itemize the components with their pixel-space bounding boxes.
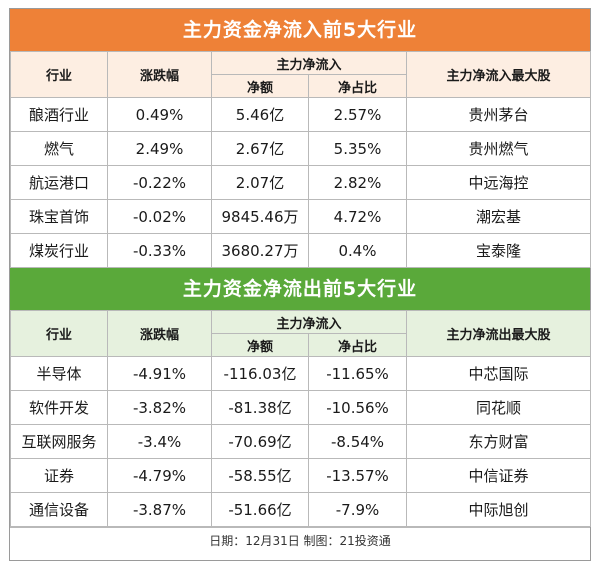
change-cell: -3.87% [107, 492, 212, 527]
change-cell: -0.02% [107, 199, 212, 234]
footer-caption: 日期：12月31日 制图：21投资通 [10, 527, 590, 554]
outflow-header-industry: 行业 [10, 310, 108, 357]
outflow-header-ratio: 净占比 [307, 333, 408, 357]
change-cell: -3.82% [107, 390, 212, 425]
stock-cell: 潮宏基 [406, 199, 592, 234]
table-row: 煤炭行业 -0.33% 3680.27万 0.4% 宝泰隆 [10, 233, 592, 268]
industry-cell: 燃气 [10, 131, 108, 166]
table-row: 燃气 2.49% 2.67亿 5.35% 贵州燃气 [10, 131, 592, 166]
amount-cell: 3680.27万 [211, 233, 309, 268]
ratio-cell: -11.65% [307, 356, 408, 391]
industry-cell: 煤炭行业 [10, 233, 108, 268]
stock-cell: 中芯国际 [406, 356, 592, 391]
stock-cell: 中际旭创 [406, 492, 592, 527]
stock-cell: 宝泰隆 [406, 233, 592, 268]
amount-cell: -70.69亿 [211, 424, 309, 459]
stock-cell: 东方财富 [406, 424, 592, 459]
outflow-header-amount: 净额 [211, 333, 309, 357]
table-row: 证券 -4.79% -58.55亿 -13.57% 中信证券 [10, 458, 592, 493]
industry-cell: 航运港口 [10, 165, 108, 200]
change-cell: -0.33% [107, 233, 212, 268]
outflow-table: 行业 涨跌幅 主力净流入 主力净流出最大股 净额 净占比 半导体 -4.91% … [10, 310, 592, 527]
change-cell: -4.79% [107, 458, 212, 493]
table-row: 酿酒行业 0.49% 5.46亿 2.57% 贵州茅台 [10, 97, 592, 132]
ratio-cell: 4.72% [307, 199, 408, 234]
industry-cell: 软件开发 [10, 390, 108, 425]
ratio-cell: -7.9% [307, 492, 408, 527]
amount-cell: 5.46亿 [211, 97, 309, 132]
industry-cell: 证券 [10, 458, 108, 493]
inflow-header-ratio: 净占比 [307, 74, 408, 98]
ratio-cell: 5.35% [307, 131, 408, 166]
industry-cell: 互联网服务 [10, 424, 108, 459]
stock-cell: 中信证券 [406, 458, 592, 493]
inflow-header-amount: 净额 [211, 74, 309, 98]
stock-cell: 中远海控 [406, 165, 592, 200]
table-row: 珠宝首饰 -0.02% 9845.46万 4.72% 潮宏基 [10, 199, 592, 234]
amount-cell: 9845.46万 [211, 199, 309, 234]
industry-cell: 酿酒行业 [10, 97, 108, 132]
ratio-cell: -8.54% [307, 424, 408, 459]
table-row: 通信设备 -3.87% -51.66亿 -7.9% 中际旭创 [10, 492, 592, 527]
change-cell: -3.4% [107, 424, 212, 459]
inflow-table: 行业 涨跌幅 主力净流入 主力净流入最大股 净额 净占比 酿酒行业 0.49% … [10, 51, 592, 268]
amount-cell: -81.38亿 [211, 390, 309, 425]
inflow-header-industry: 行业 [10, 51, 108, 98]
amount-cell: -51.66亿 [211, 492, 309, 527]
table-row: 航运港口 -0.22% 2.07亿 2.82% 中远海控 [10, 165, 592, 200]
ratio-cell: -13.57% [307, 458, 408, 493]
ratio-cell: -10.56% [307, 390, 408, 425]
amount-cell: -116.03亿 [211, 356, 309, 391]
inflow-header-top-stock: 主力净流入最大股 [406, 51, 592, 98]
amount-cell: -58.55亿 [211, 458, 309, 493]
ratio-cell: 2.82% [307, 165, 408, 200]
table-row: 互联网服务 -3.4% -70.69亿 -8.54% 东方财富 [10, 424, 592, 459]
stock-cell: 贵州茅台 [406, 97, 592, 132]
change-cell: -4.91% [107, 356, 212, 391]
ratio-cell: 0.4% [307, 233, 408, 268]
inflow-header-change: 涨跌幅 [107, 51, 212, 98]
table-row: 软件开发 -3.82% -81.38亿 -10.56% 同花顺 [10, 390, 592, 425]
inflow-title: 主力资金净流入前5大行业 [10, 9, 590, 51]
change-cell: -0.22% [107, 165, 212, 200]
outflow-header-group: 主力净流入 [210, 310, 408, 334]
industry-cell: 珠宝首饰 [10, 199, 108, 234]
change-cell: 0.49% [107, 97, 212, 132]
outflow-header-change: 涨跌幅 [107, 310, 212, 357]
change-cell: 2.49% [107, 131, 212, 166]
stock-cell: 同花顺 [406, 390, 592, 425]
table-row: 半导体 -4.91% -116.03亿 -11.65% 中芯国际 [10, 356, 592, 391]
ratio-cell: 2.57% [307, 97, 408, 132]
amount-cell: 2.07亿 [211, 165, 309, 200]
industry-cell: 半导体 [10, 356, 108, 391]
outflow-header-top-stock: 主力净流出最大股 [406, 310, 592, 357]
outflow-title: 主力资金净流出前5大行业 [10, 268, 590, 310]
inflow-header-group: 主力净流入 [210, 51, 408, 75]
stock-cell: 贵州燃气 [406, 131, 592, 166]
fund-flow-card: 主力资金净流入前5大行业 行业 涨跌幅 主力净流入 主力净流入最大股 净额 净占… [9, 8, 592, 561]
amount-cell: 2.67亿 [211, 131, 309, 166]
industry-cell: 通信设备 [10, 492, 108, 527]
